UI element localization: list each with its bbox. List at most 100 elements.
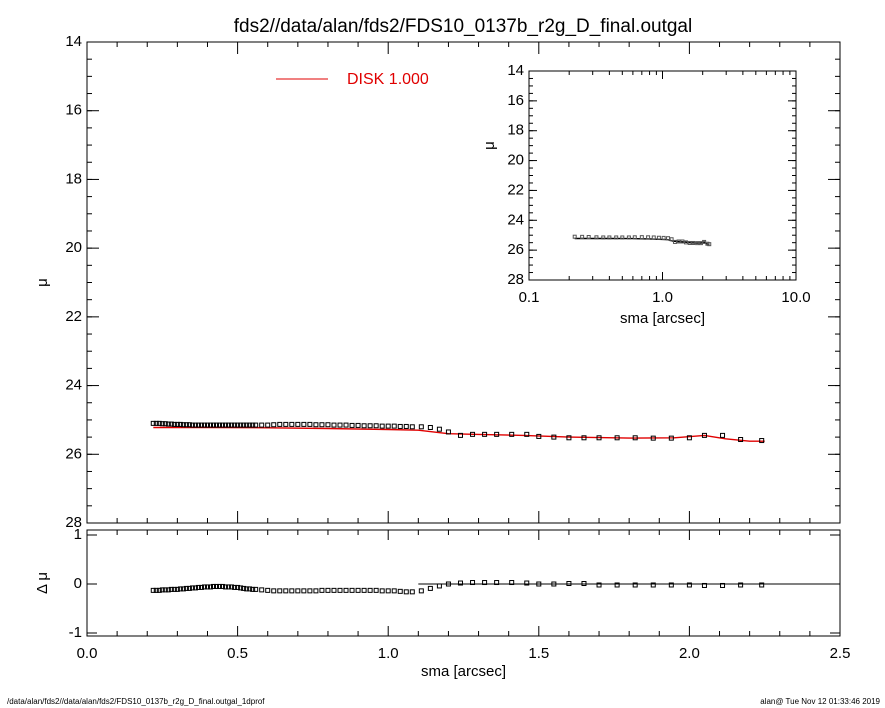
residual-point (427, 585, 433, 591)
inset-data-point (626, 235, 631, 240)
inset-data-point (632, 235, 637, 240)
data-point (614, 435, 620, 441)
data-point (343, 422, 349, 428)
residual-point (253, 586, 259, 592)
residual-point (259, 587, 265, 593)
residual-point (220, 583, 226, 589)
y-tick-label: 18 (507, 122, 524, 139)
y-axis-label: μ (34, 278, 51, 287)
residual-point (349, 587, 355, 593)
residual-point (177, 586, 183, 592)
data-point (150, 420, 156, 426)
inset-data-point (691, 240, 696, 245)
residual-point (235, 584, 241, 590)
residual-point (211, 583, 217, 589)
residual-point (403, 589, 409, 595)
data-point (223, 422, 229, 428)
data-point (241, 422, 247, 428)
residual-point (331, 587, 337, 593)
footer-file-path: /data/alan/fds2//data/alan/fds2/FDS10_01… (7, 697, 265, 706)
data-point (409, 424, 415, 430)
data-point (232, 422, 238, 428)
residual-point (313, 588, 319, 594)
residual-panel: -1 0 1 0.0 0.5 1.0 1.5 2.0 2.5 sma [arcsec] Δ μ (34, 526, 850, 680)
data-point (238, 422, 244, 428)
residual-point (391, 588, 397, 594)
x-tick-label: 1.0 (378, 645, 399, 662)
data-point (355, 422, 361, 428)
inset-data-point (680, 239, 685, 244)
inset-data-point (586, 235, 591, 240)
residual-point (238, 585, 244, 591)
data-point (295, 421, 301, 427)
data-point (214, 422, 220, 428)
y-tick-label: 24 (65, 377, 82, 394)
residual-point (632, 582, 638, 588)
data-point (331, 422, 337, 428)
data-point (349, 422, 355, 428)
residual-point (289, 588, 295, 594)
data-point (301, 421, 307, 427)
data-point (337, 422, 343, 428)
inset-data-point (666, 236, 671, 241)
residual-point (445, 581, 451, 587)
data-point (470, 431, 476, 437)
residual-point (436, 583, 442, 589)
inset-data-point (695, 241, 700, 246)
residual-point (214, 583, 220, 589)
data-point (686, 435, 692, 441)
y-tick-label: 26 (507, 241, 524, 258)
data-point (283, 421, 289, 427)
model-line (153, 426, 765, 442)
residual-point (494, 580, 500, 586)
data-point (253, 422, 259, 428)
residual-point (668, 582, 674, 588)
data-point (596, 435, 602, 441)
data-point (403, 423, 409, 429)
inset-data-point (639, 235, 644, 240)
data-point (250, 422, 256, 428)
data-point (198, 422, 204, 428)
data-point (361, 423, 367, 429)
x-tick-label: 2.5 (830, 645, 851, 662)
data-point (183, 422, 189, 428)
residual-point (168, 586, 174, 592)
data-point (265, 422, 271, 428)
y-tick-label: 14 (507, 62, 524, 79)
y-tick-label: 14 (65, 33, 82, 50)
residual-point (355, 587, 361, 593)
residual-point (325, 587, 331, 593)
x-tick-label: 2.0 (679, 645, 700, 662)
data-point (436, 426, 442, 432)
data-point (168, 421, 174, 427)
data-point (259, 422, 265, 428)
residual-point (198, 584, 204, 590)
residual-point (162, 587, 168, 593)
data-point (289, 421, 295, 427)
inset-data-point (707, 242, 712, 247)
residual-point (524, 580, 530, 586)
y-tick-label: 22 (507, 181, 524, 198)
y-tick-label: -1 (69, 624, 82, 641)
residual-point (241, 585, 247, 591)
y-tick-label: 26 (65, 445, 82, 462)
data-point (180, 422, 186, 428)
inset-background (529, 71, 796, 280)
residual-point (271, 588, 277, 594)
data-point (217, 422, 223, 428)
data-point (536, 433, 542, 439)
residual-point (418, 588, 424, 594)
residual-point (409, 589, 415, 595)
y-tick-label: 28 (507, 271, 524, 288)
footer-user-timestamp: alan@ Tue Nov 12 01:33:46 2019 (760, 697, 880, 706)
residual-point (265, 587, 271, 593)
legend: DISK 1.000 (276, 71, 429, 88)
y-tick-label: 16 (65, 102, 82, 119)
y-tick-label: 22 (65, 308, 82, 325)
data-point (566, 435, 572, 441)
data-point (244, 422, 250, 428)
y-axis-label: μ (481, 141, 498, 150)
data-point (171, 421, 177, 427)
data-point (482, 431, 488, 437)
data-point (759, 438, 765, 444)
